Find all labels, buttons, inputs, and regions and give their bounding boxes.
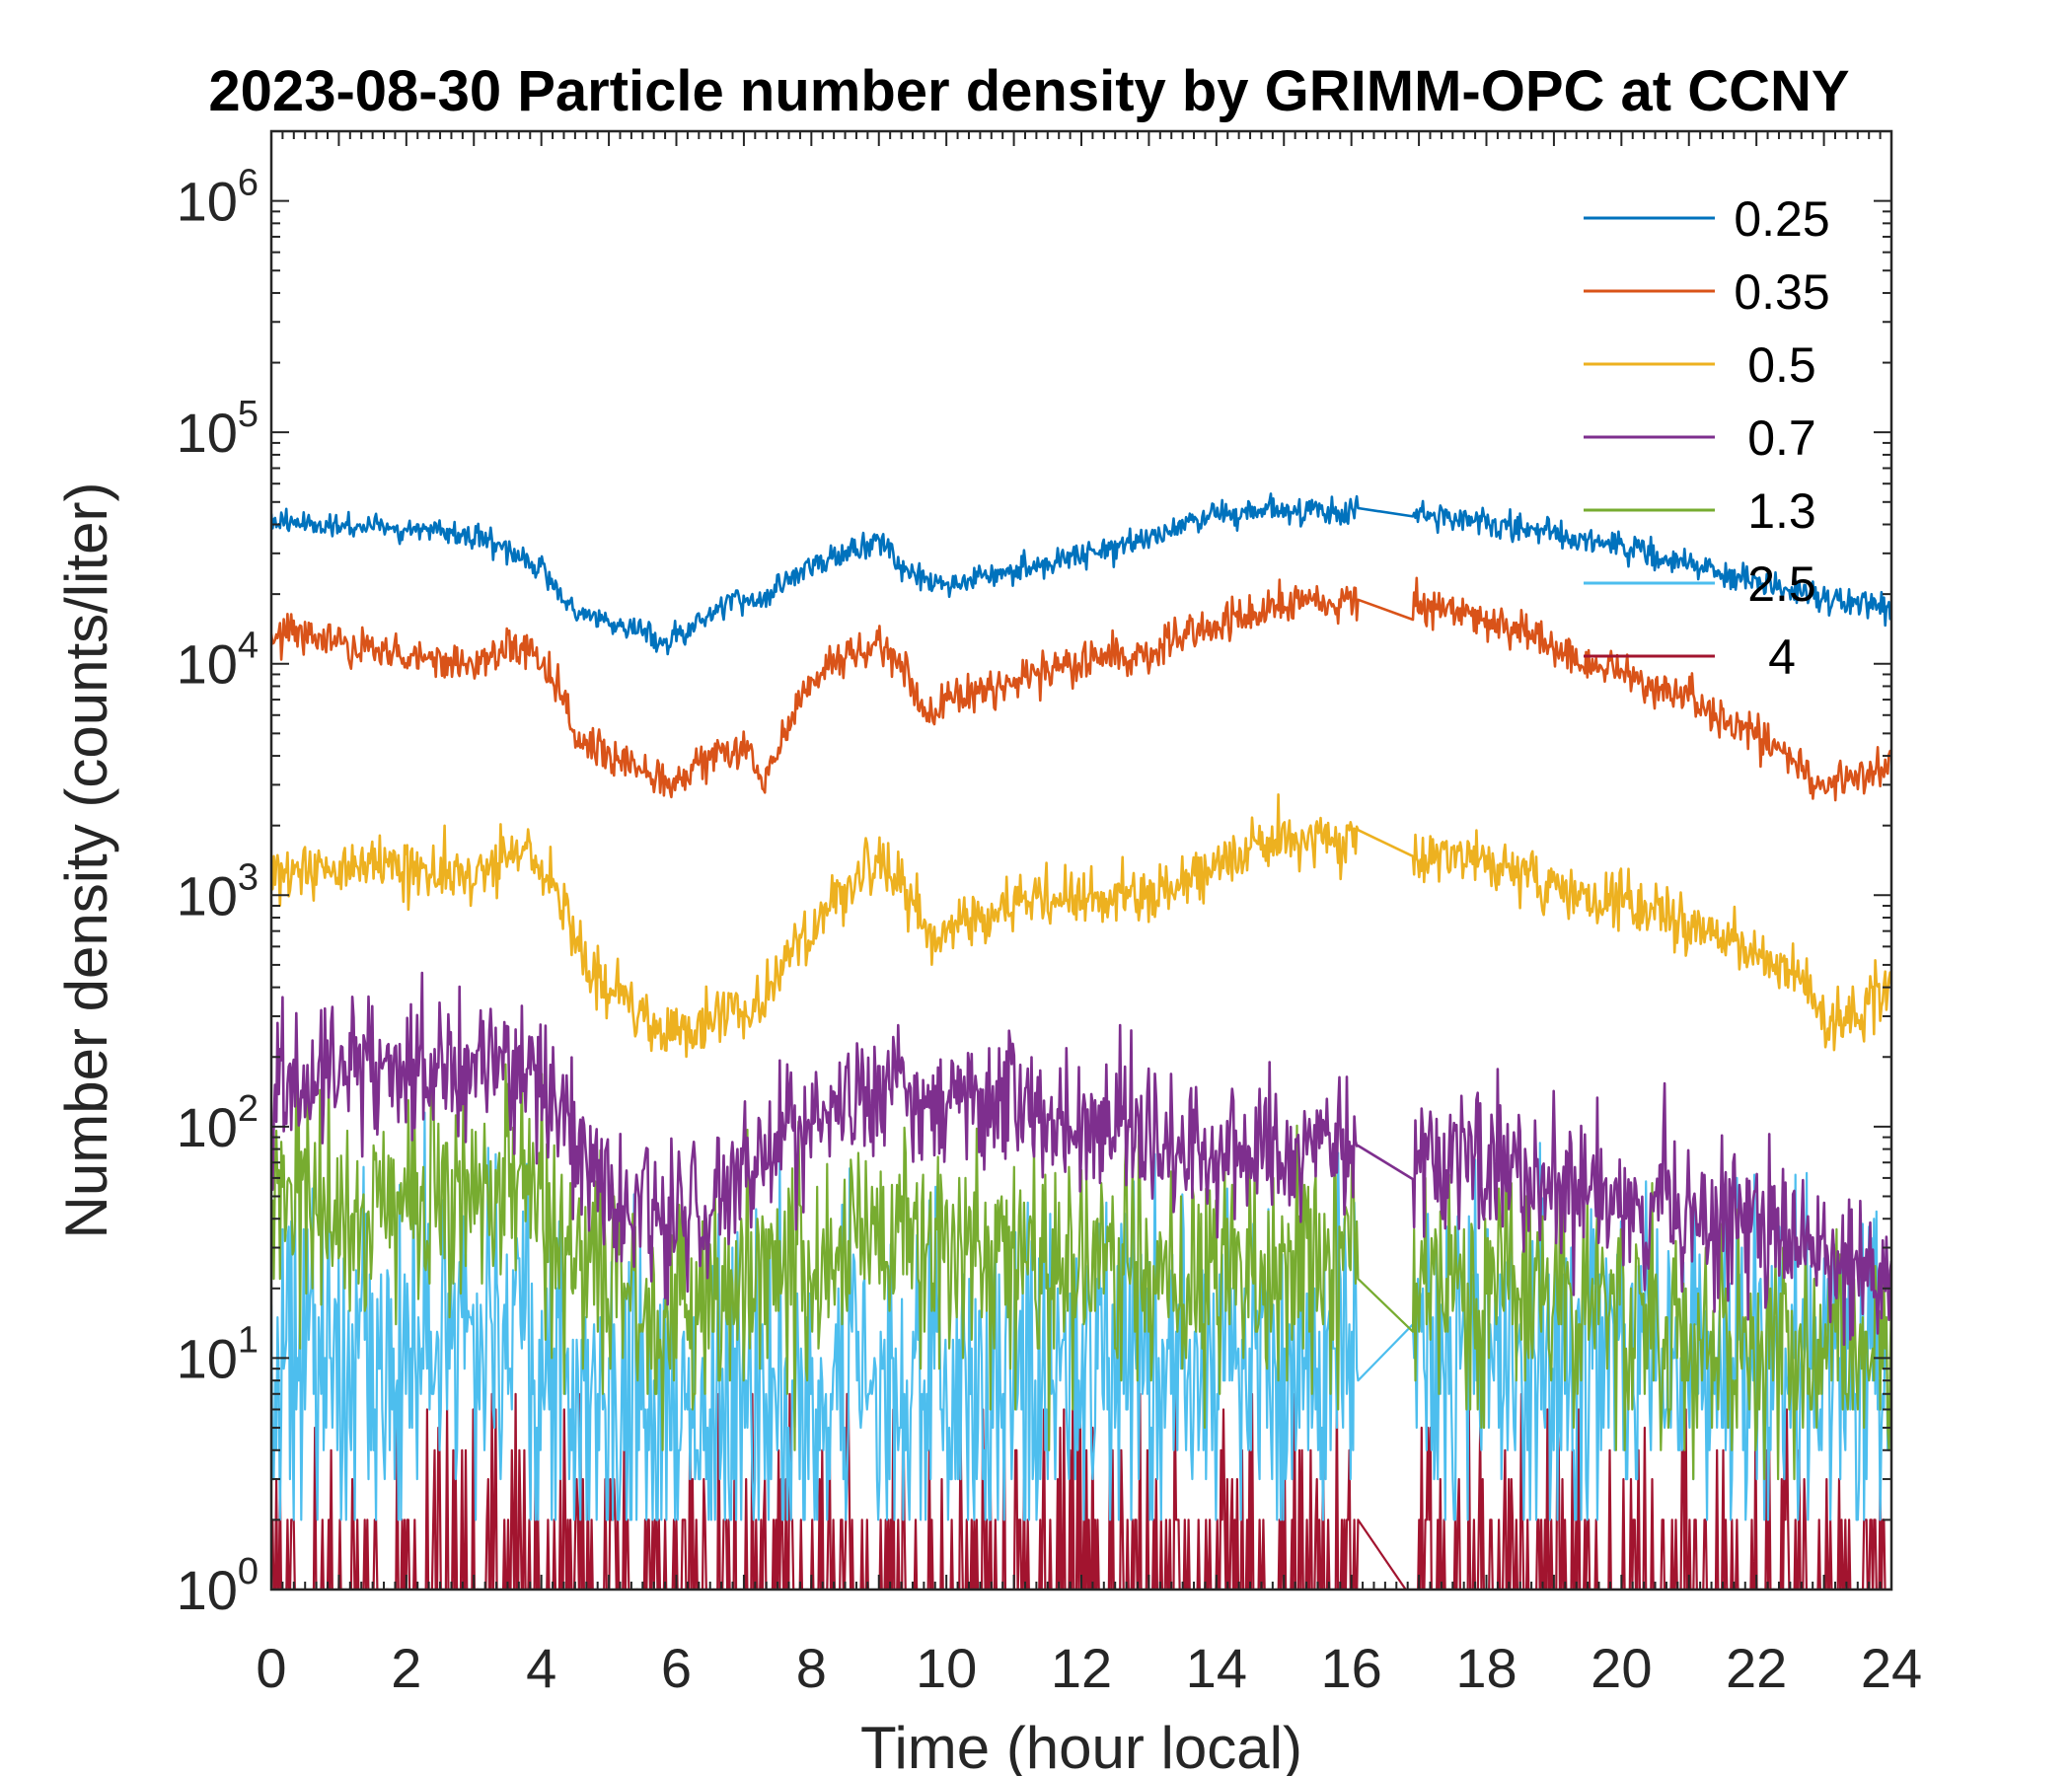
x-tick-label: 18 <box>1455 1637 1517 1699</box>
y-tick-base: 10 <box>177 402 238 464</box>
y-tick-base: 10 <box>177 633 238 696</box>
plot-box <box>269 129 1893 1591</box>
tick-layer <box>270 131 1892 1591</box>
x-tick-label: 6 <box>661 1637 692 1699</box>
y-tick-label: 101 <box>177 1319 259 1389</box>
y-tick-label: 103 <box>177 856 259 926</box>
y-tick-label: 105 <box>177 394 259 464</box>
y-tick-exponent: 6 <box>238 163 259 204</box>
legend-label: 0.35 <box>1734 264 1829 320</box>
y-tick-exponent: 0 <box>238 1551 259 1592</box>
y-tick-base: 10 <box>177 864 238 926</box>
x-axis-label: Time (hour local) <box>860 1715 1302 1776</box>
x-tick-label: 16 <box>1321 1637 1382 1699</box>
y-tick-exponent: 5 <box>238 394 259 435</box>
x-tick-label: 20 <box>1591 1637 1652 1699</box>
y-tick-exponent: 2 <box>238 1088 259 1130</box>
y-tick-exponent: 4 <box>238 626 259 667</box>
x-tick-label: 2 <box>391 1637 421 1699</box>
y-axis-label: Number density (counts/liter) <box>53 482 119 1239</box>
legend-label: 0.7 <box>1747 410 1816 466</box>
y-tick-exponent: 1 <box>238 1319 259 1361</box>
y-tick-base: 10 <box>177 1096 238 1158</box>
series-line-0-35 <box>271 576 1891 802</box>
x-tick-label: 24 <box>1861 1637 1922 1699</box>
y-tick-base: 10 <box>177 1559 238 1621</box>
x-tick-label: 8 <box>796 1637 827 1699</box>
x-tick-label: 22 <box>1726 1637 1787 1699</box>
x-tick-label: 0 <box>256 1637 286 1699</box>
y-tick-label: 102 <box>177 1088 259 1158</box>
x-tick-labels: 0 2 4 6 8 10 12 14 16 18 20 22 24 <box>256 1637 1922 1699</box>
x-tick-label: 14 <box>1186 1637 1247 1699</box>
series-line-0-5 <box>271 793 1891 1059</box>
legend-label: 1.3 <box>1747 483 1816 539</box>
series-line-0-25 <box>271 492 1891 656</box>
legend: 0.25 0.35 0.5 0.7 1.3 2.5 4 <box>1584 191 1830 685</box>
y-tick-exponent: 3 <box>238 856 259 898</box>
y-tick-label: 104 <box>177 626 259 696</box>
y-tick-base: 10 <box>177 1327 238 1389</box>
series-line-0-7 <box>271 971 1891 1346</box>
chart-title: 2023-08-30 Particle number density by GR… <box>208 59 1849 123</box>
y-tick-base: 10 <box>177 171 238 233</box>
legend-label: 0.25 <box>1734 191 1829 247</box>
y-tick-label: 106 <box>177 163 259 233</box>
y-tick-label: 100 <box>177 1551 259 1621</box>
x-tick-label: 10 <box>916 1637 977 1699</box>
legend-label: 4 <box>1768 629 1796 685</box>
x-tick-label: 12 <box>1051 1637 1112 1699</box>
x-tick-label: 4 <box>526 1637 556 1699</box>
series-line-1-3 <box>271 1058 1891 1481</box>
series-line-4 <box>271 1392 1891 1590</box>
legend-label: 0.5 <box>1747 337 1816 393</box>
series-layer <box>271 492 1891 1590</box>
legend-label: 2.5 <box>1747 556 1816 612</box>
